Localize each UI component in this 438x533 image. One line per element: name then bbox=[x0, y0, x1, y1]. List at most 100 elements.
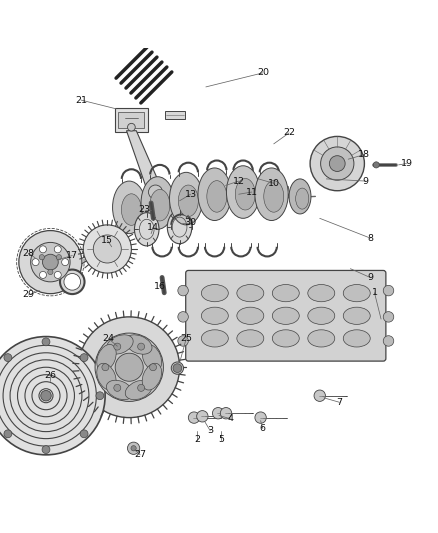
Circle shape bbox=[383, 336, 394, 346]
Circle shape bbox=[39, 246, 46, 253]
Ellipse shape bbox=[97, 344, 116, 371]
Circle shape bbox=[42, 446, 50, 454]
Ellipse shape bbox=[121, 194, 141, 225]
Circle shape bbox=[93, 235, 121, 263]
Ellipse shape bbox=[343, 330, 370, 347]
Circle shape bbox=[171, 362, 184, 374]
Circle shape bbox=[42, 338, 50, 346]
Ellipse shape bbox=[272, 307, 299, 325]
Ellipse shape bbox=[237, 307, 264, 325]
Ellipse shape bbox=[97, 364, 116, 390]
Ellipse shape bbox=[343, 307, 370, 325]
Bar bbox=[166, 111, 185, 119]
Text: 11: 11 bbox=[246, 188, 258, 197]
Circle shape bbox=[39, 255, 45, 260]
Text: 30: 30 bbox=[184, 218, 197, 227]
Ellipse shape bbox=[235, 179, 255, 210]
Ellipse shape bbox=[308, 285, 335, 302]
Text: 13: 13 bbox=[184, 190, 197, 199]
Ellipse shape bbox=[296, 188, 309, 209]
Text: 17: 17 bbox=[66, 251, 78, 260]
Circle shape bbox=[255, 412, 266, 423]
Circle shape bbox=[96, 392, 104, 400]
Circle shape bbox=[42, 254, 58, 270]
Circle shape bbox=[114, 343, 121, 350]
Text: 9: 9 bbox=[363, 176, 369, 185]
Text: 20: 20 bbox=[257, 68, 269, 77]
Circle shape bbox=[373, 162, 379, 168]
Circle shape bbox=[4, 430, 12, 438]
Text: 8: 8 bbox=[367, 233, 373, 243]
Circle shape bbox=[114, 384, 121, 391]
Circle shape bbox=[39, 271, 46, 278]
Text: 29: 29 bbox=[22, 290, 35, 300]
Ellipse shape bbox=[308, 307, 335, 325]
Circle shape bbox=[4, 354, 12, 361]
Ellipse shape bbox=[148, 185, 162, 199]
Circle shape bbox=[115, 353, 143, 381]
Ellipse shape bbox=[226, 166, 260, 219]
FancyBboxPatch shape bbox=[186, 270, 386, 361]
Circle shape bbox=[54, 271, 61, 278]
Text: 28: 28 bbox=[22, 249, 35, 258]
Ellipse shape bbox=[127, 123, 135, 131]
Circle shape bbox=[138, 384, 145, 391]
Circle shape bbox=[127, 442, 140, 455]
Ellipse shape bbox=[207, 181, 227, 212]
Circle shape bbox=[79, 317, 180, 418]
Circle shape bbox=[149, 364, 156, 371]
Ellipse shape bbox=[113, 181, 146, 233]
Text: 4: 4 bbox=[228, 415, 234, 423]
Circle shape bbox=[64, 273, 81, 290]
Ellipse shape bbox=[106, 380, 133, 400]
Text: 6: 6 bbox=[260, 424, 266, 433]
Circle shape bbox=[173, 364, 182, 373]
Ellipse shape bbox=[106, 335, 133, 354]
Text: 5: 5 bbox=[218, 435, 224, 444]
Circle shape bbox=[102, 364, 109, 371]
Circle shape bbox=[131, 446, 136, 451]
Circle shape bbox=[95, 333, 163, 401]
Ellipse shape bbox=[125, 335, 152, 354]
Ellipse shape bbox=[142, 344, 162, 371]
Text: 14: 14 bbox=[147, 223, 159, 231]
Circle shape bbox=[62, 259, 69, 265]
Ellipse shape bbox=[167, 211, 192, 244]
Ellipse shape bbox=[201, 285, 228, 302]
Circle shape bbox=[310, 136, 364, 191]
Circle shape bbox=[19, 231, 82, 294]
Circle shape bbox=[48, 269, 53, 274]
Ellipse shape bbox=[343, 285, 370, 302]
Circle shape bbox=[80, 430, 88, 438]
Text: 19: 19 bbox=[400, 159, 413, 168]
Circle shape bbox=[83, 225, 131, 273]
Circle shape bbox=[31, 243, 70, 282]
Polygon shape bbox=[127, 131, 163, 192]
Circle shape bbox=[80, 354, 88, 361]
Circle shape bbox=[212, 408, 224, 419]
Text: 21: 21 bbox=[75, 95, 87, 104]
Ellipse shape bbox=[237, 330, 264, 347]
Ellipse shape bbox=[289, 179, 311, 214]
Text: 18: 18 bbox=[357, 150, 370, 159]
Circle shape bbox=[188, 412, 200, 423]
Text: 26: 26 bbox=[44, 372, 57, 381]
Text: 1: 1 bbox=[371, 288, 378, 297]
Circle shape bbox=[329, 156, 345, 172]
Ellipse shape bbox=[125, 380, 152, 400]
Text: 15: 15 bbox=[101, 236, 113, 245]
Circle shape bbox=[178, 312, 188, 322]
Ellipse shape bbox=[170, 172, 203, 225]
Text: 9: 9 bbox=[367, 273, 373, 282]
Ellipse shape bbox=[308, 330, 335, 347]
Circle shape bbox=[178, 336, 188, 346]
Bar bbox=[118, 112, 145, 128]
Ellipse shape bbox=[272, 330, 299, 347]
Circle shape bbox=[383, 312, 394, 322]
Ellipse shape bbox=[237, 285, 264, 302]
Circle shape bbox=[56, 255, 61, 260]
Circle shape bbox=[0, 336, 105, 455]
Circle shape bbox=[32, 259, 39, 265]
Ellipse shape bbox=[272, 285, 299, 302]
Circle shape bbox=[314, 390, 325, 401]
